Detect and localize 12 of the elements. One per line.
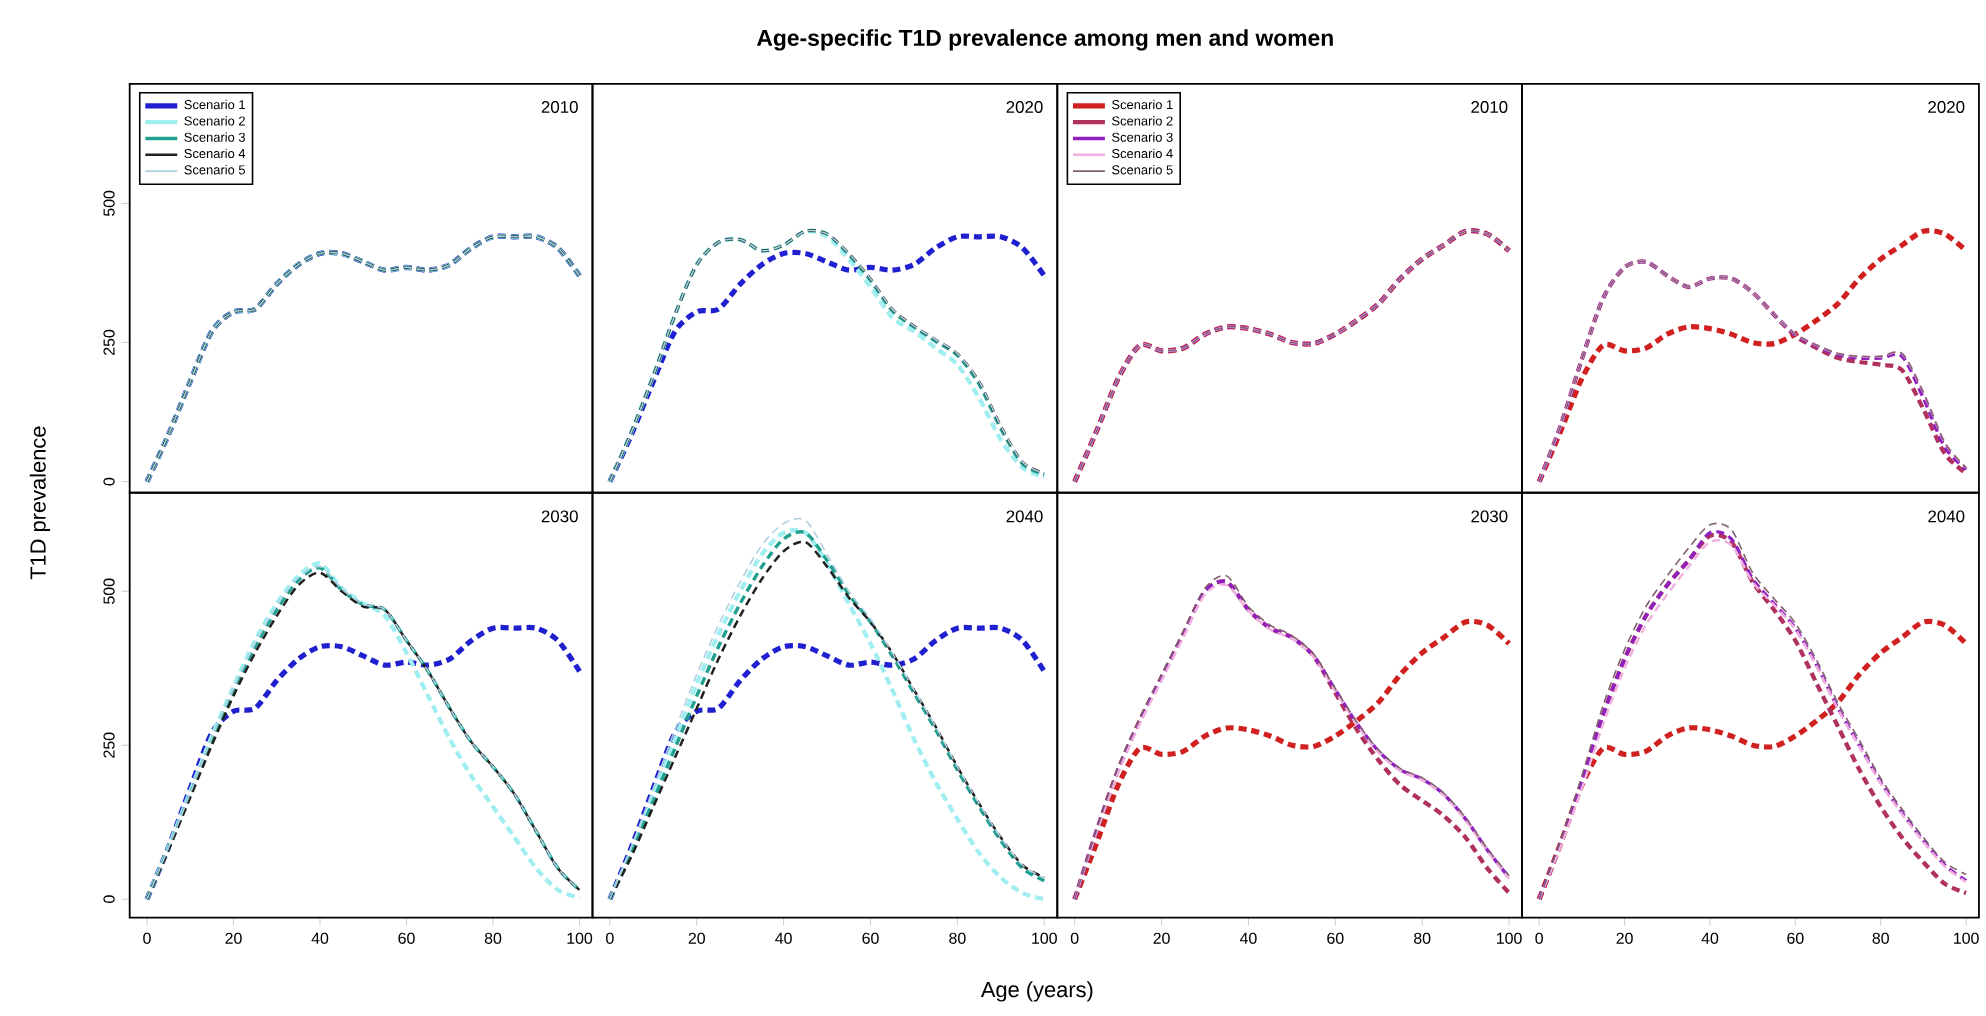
annotation: 2040 [1928,510,1965,523]
annotation: 2010 [1471,101,1508,114]
chart-title: Age-specific T1D prevalence among men and women [756,29,1333,51]
line-series [144,625,583,903]
annotation: 2030 [541,510,578,523]
annotation: 2020 [1006,101,1043,114]
annotation: 2040 [1006,510,1043,523]
annotation: 2020 [1928,101,1965,114]
annotation: 2030 [1471,510,1508,523]
y-axis-title: T1D prevalence [29,426,51,580]
x-axis-title: Age (years) [980,981,1093,1002]
annotation: 2010 [541,101,578,114]
